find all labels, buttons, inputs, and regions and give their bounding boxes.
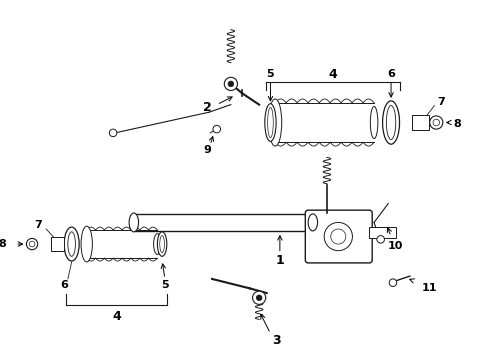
Text: 6: 6	[386, 69, 394, 80]
Ellipse shape	[386, 105, 395, 139]
Text: 5: 5	[266, 69, 274, 80]
Text: 3: 3	[271, 334, 280, 347]
Ellipse shape	[64, 227, 79, 261]
Ellipse shape	[153, 234, 161, 255]
Text: 9: 9	[203, 145, 211, 155]
Text: 10: 10	[387, 241, 403, 251]
Circle shape	[252, 291, 265, 304]
Ellipse shape	[26, 238, 38, 250]
Text: 11: 11	[420, 283, 436, 293]
Circle shape	[324, 222, 352, 251]
Ellipse shape	[307, 214, 317, 231]
Circle shape	[388, 279, 396, 287]
FancyBboxPatch shape	[305, 210, 371, 263]
Ellipse shape	[160, 235, 164, 253]
Circle shape	[213, 125, 220, 133]
Text: 4: 4	[112, 310, 121, 323]
Circle shape	[256, 295, 262, 301]
Text: 4: 4	[328, 68, 337, 81]
Bar	[134, 214, 312, 231]
Bar	[411, 115, 428, 130]
Text: 5: 5	[161, 280, 168, 289]
Ellipse shape	[157, 232, 166, 256]
Bar	[51, 238, 64, 251]
Ellipse shape	[264, 104, 276, 141]
Text: 2: 2	[203, 101, 211, 114]
Text: 1: 1	[275, 253, 284, 267]
Circle shape	[227, 81, 233, 87]
Text: 8: 8	[452, 120, 460, 129]
Ellipse shape	[129, 213, 138, 232]
Ellipse shape	[369, 107, 377, 139]
Ellipse shape	[81, 226, 92, 262]
Circle shape	[330, 229, 345, 244]
Ellipse shape	[68, 232, 75, 256]
Text: 8: 8	[0, 239, 6, 249]
Text: 7: 7	[34, 220, 41, 230]
Bar	[368, 227, 395, 238]
Circle shape	[376, 235, 384, 243]
Circle shape	[224, 77, 237, 90]
Ellipse shape	[29, 241, 35, 247]
Text: 7: 7	[436, 97, 444, 107]
Text: 6: 6	[60, 280, 68, 289]
Ellipse shape	[429, 116, 442, 129]
Circle shape	[109, 129, 117, 137]
Ellipse shape	[382, 101, 399, 144]
Ellipse shape	[267, 107, 273, 138]
Ellipse shape	[268, 99, 281, 146]
Ellipse shape	[432, 119, 439, 126]
